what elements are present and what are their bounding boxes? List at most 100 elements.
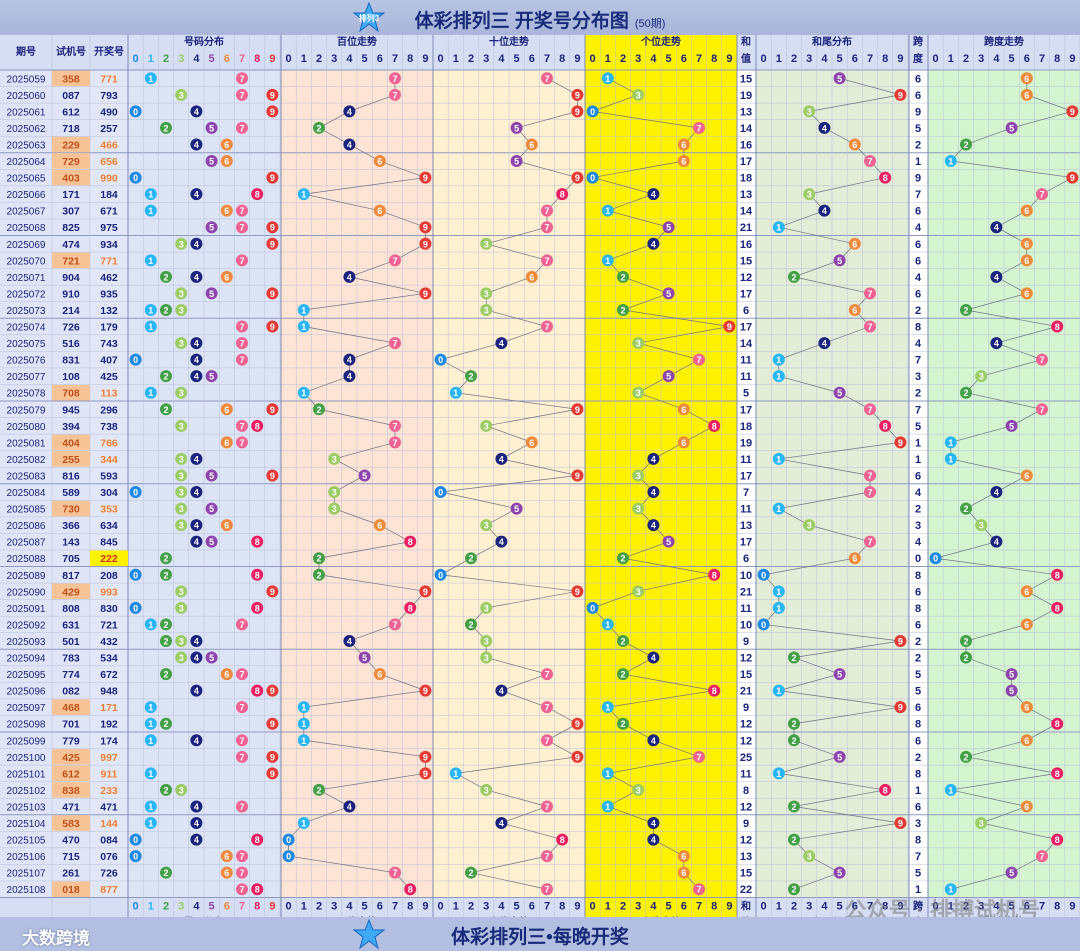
svg-text:5: 5	[209, 471, 214, 481]
open-number-cell: 738	[100, 421, 118, 433]
dist-ball: 7	[236, 221, 248, 234]
open-number-cell: 462	[100, 272, 118, 284]
spanT-ball: 6	[1020, 701, 1033, 714]
footer-span-trend-digit-7: 7	[1039, 901, 1045, 913]
test-number-cell: 816	[62, 470, 80, 482]
open-number-cell: 132	[100, 305, 118, 317]
hund-ball: 2	[313, 121, 325, 134]
tail-ball: 5	[833, 866, 846, 879]
open-number-cell: 721	[100, 619, 118, 631]
svg-text:8: 8	[883, 785, 888, 795]
svg-text:1: 1	[948, 885, 953, 895]
svg-text:5: 5	[837, 388, 842, 398]
spanT-ball: 2	[960, 502, 972, 515]
test-number-cell: 904	[62, 272, 80, 284]
svg-text:7: 7	[544, 885, 549, 895]
header-hundreds-digit-8: 8	[407, 53, 413, 65]
svg-text:9: 9	[270, 471, 275, 481]
dist-ball: 2	[160, 866, 172, 879]
header-span-top: 跨	[913, 35, 924, 48]
footer-tail-digit-7: 7	[867, 901, 873, 913]
tens-ball: 3	[480, 303, 493, 316]
period-cell: 2025107	[7, 869, 46, 880]
dist-ball: 8	[251, 883, 264, 896]
header-dist-digit-7: 7	[239, 53, 245, 65]
test-number-cell: 726	[62, 322, 80, 334]
spanT-ball: 6	[1020, 287, 1033, 300]
svg-text:3: 3	[484, 785, 489, 795]
svg-text:1: 1	[948, 454, 953, 464]
tens-ball: 9	[571, 171, 584, 184]
tens-ball: 4	[495, 817, 508, 830]
footer-units-digit-8: 8	[711, 901, 717, 913]
svg-text:6: 6	[1024, 587, 1029, 597]
open-number-cell: 766	[100, 437, 118, 449]
header-span-bottom: 度	[913, 52, 924, 65]
open-number-cell: 934	[100, 239, 118, 251]
hund-ball: 0	[282, 833, 295, 846]
footer-span-trend-digit-1: 1	[948, 901, 954, 913]
svg-text:2: 2	[791, 272, 796, 282]
footer-span-top: 跨	[913, 900, 924, 913]
svg-text:7: 7	[867, 322, 872, 332]
header-hundreds-digit-1: 1	[301, 53, 307, 65]
svg-text:3: 3	[484, 289, 489, 299]
footer-span-trend-digit-9: 9	[1069, 901, 1075, 913]
sum-cell: 17	[740, 537, 752, 549]
svg-text:3: 3	[979, 521, 984, 531]
open-number-cell: 656	[100, 156, 118, 168]
hund-ball: 9	[419, 237, 432, 250]
svg-text:5: 5	[1009, 686, 1014, 696]
svg-text:8: 8	[712, 570, 717, 580]
svg-text:2: 2	[791, 653, 796, 663]
period-cell: 2025063	[7, 140, 46, 151]
svg-text:1: 1	[776, 355, 781, 365]
header-tail-digit-5: 5	[837, 53, 843, 65]
header-span-trend-digit-7: 7	[1039, 53, 1045, 65]
tail-ball: 5	[833, 72, 846, 85]
test-number-cell: 838	[62, 785, 80, 797]
tens-ball: 3	[480, 651, 493, 664]
svg-text:9: 9	[270, 686, 275, 696]
test-number-cell: 403	[62, 173, 80, 185]
span-cell: 3	[915, 520, 921, 532]
header-hundreds: 百位走势	[337, 35, 377, 48]
tail-ball: 2	[788, 717, 800, 730]
svg-text:1: 1	[148, 620, 153, 630]
svg-text:6: 6	[1024, 471, 1029, 481]
footer-tail-digit-8: 8	[882, 901, 888, 913]
footer-tail-digit-0: 0	[761, 901, 767, 913]
sum-cell: 12	[740, 835, 752, 847]
svg-text:6: 6	[681, 438, 686, 448]
svg-text:9: 9	[270, 719, 275, 729]
span-cell: 1	[915, 454, 921, 466]
svg-text:4: 4	[194, 835, 199, 845]
period-cell: 2025072	[7, 289, 46, 300]
units-ball: 5	[662, 287, 675, 300]
svg-text:7: 7	[239, 339, 244, 349]
header-units-digit-3: 3	[635, 53, 641, 65]
svg-text:8: 8	[255, 686, 260, 696]
spanT-ball: 1	[944, 436, 957, 449]
svg-text:1: 1	[148, 769, 153, 779]
svg-text:7: 7	[239, 74, 244, 84]
header-dist-digit-6: 6	[224, 53, 230, 65]
header-tail-digit-9: 9	[897, 53, 903, 65]
dist-ball: 5	[205, 502, 218, 515]
svg-text:3: 3	[332, 504, 337, 514]
tens-ball: 7	[541, 254, 553, 267]
dist-ball: 3	[175, 486, 188, 499]
dist-ball: 1	[144, 817, 157, 830]
svg-text:9: 9	[1070, 173, 1075, 183]
test-number-cell: 470	[62, 835, 80, 847]
sum-cell: 25	[740, 752, 752, 764]
period-cell: 2025090	[7, 587, 46, 598]
period-cell: 2025064	[7, 157, 46, 168]
svg-text:1: 1	[605, 802, 610, 812]
svg-text:2: 2	[468, 620, 473, 630]
dist-ball: 7	[236, 121, 248, 134]
tens-ball: 9	[571, 403, 584, 416]
period-cell: 2025084	[7, 488, 46, 499]
svg-text:7: 7	[1039, 190, 1044, 200]
